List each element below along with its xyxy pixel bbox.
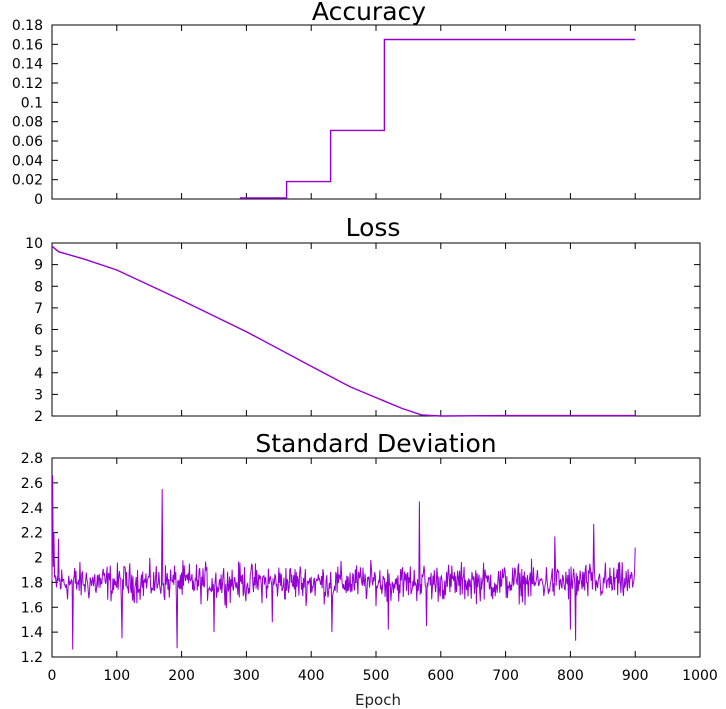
accuracy-plot-frame — [51, 24, 701, 200]
loss-y-tick-label: 9 — [34, 258, 43, 274]
standard-deviation-plot-frame — [51, 457, 701, 658]
loss-chart-title: Loss — [346, 213, 401, 242]
standard-deviation-y-tick-label: 1.8 — [21, 575, 43, 591]
standard-deviation-y-tick-label: 2.6 — [21, 476, 43, 492]
accuracy-chart-title: Accuracy — [312, 0, 426, 26]
standard-deviation-y-tick-label: 2.8 — [21, 451, 43, 467]
standard-deviation-y-tick-label: 2 — [34, 551, 43, 567]
loss-plot-frame — [51, 242, 701, 417]
standard-deviation-x-tick-label: 500 — [363, 668, 390, 684]
standard-deviation-y-tick-label: 2.2 — [21, 526, 43, 542]
accuracy-y-tick-label: 0.1 — [21, 95, 43, 111]
loss-chart: Loss 2 3 4 5 6 7 8 9 10 — [25, 213, 701, 425]
loss-y-tick-label: 7 — [34, 301, 43, 317]
loss-series-line — [51, 245, 636, 417]
standard-deviation-y-tick-label: 1.2 — [21, 650, 43, 666]
accuracy-y-tick-label: 0.14 — [12, 57, 43, 73]
loss-y-tick-label: 3 — [34, 387, 43, 403]
loss-y-tick-label: 4 — [34, 366, 43, 382]
x-axis-label: Epoch — [355, 691, 401, 709]
loss-y-tick-label: 10 — [25, 236, 43, 252]
loss-y-tick-label: 8 — [34, 279, 43, 295]
accuracy-y-tick-label: 0.06 — [12, 134, 43, 150]
standard-deviation-x-tick-label: 400 — [298, 668, 325, 684]
standard-deviation-x-tick-label: 600 — [427, 668, 454, 684]
accuracy-y-tick-label: 0.16 — [12, 37, 43, 53]
standard-deviation-x-tick-label: 800 — [557, 668, 584, 684]
loss-y-tick-label: 6 — [34, 323, 43, 339]
loss-y-tick-label: 2 — [34, 409, 43, 425]
standard-deviation-x-tick-label: 900 — [622, 668, 649, 684]
accuracy-y-tick-label: 0 — [34, 192, 43, 208]
accuracy-y-tick-label: 0.18 — [12, 18, 43, 34]
standard-deviation-y-tick-label: 1.4 — [21, 625, 43, 641]
standard-deviation-chart: Standard Deviation Epoch 1.2 1.4 1.6 1.8 2 2.… — [21, 429, 718, 709]
accuracy-chart: Accuracy 0 0.02 0.04 0.06 0.08 0.1 0.12 0.14 0.1… — [12, 0, 701, 208]
standard-deviation-x-tick-label: 200 — [168, 668, 195, 684]
accuracy-series-line — [239, 38, 636, 199]
standard-deviation-y-tick-label: 1.6 — [21, 600, 43, 616]
loss-y-tick-label: 5 — [34, 344, 43, 360]
standard-deviation-chart-title: Standard Deviation — [255, 429, 496, 458]
accuracy-y-tick-label: 0.08 — [12, 115, 43, 131]
accuracy-y-tick-label: 0.02 — [12, 173, 43, 189]
standard-deviation-x-tick-label: 100 — [103, 668, 130, 684]
standard-deviation-x-tick-label: 1000 — [682, 668, 718, 684]
standard-deviation-series-line — [51, 475, 636, 650]
accuracy-y-tick-label: 0.04 — [12, 153, 43, 169]
accuracy-y-tick-label: 0.12 — [12, 76, 43, 92]
standard-deviation-x-tick-label: 700 — [492, 668, 519, 684]
standard-deviation-x-tick-label: 0 — [48, 668, 57, 684]
standard-deviation-x-tick-label: 300 — [233, 668, 260, 684]
standard-deviation-y-tick-label: 2.4 — [21, 501, 43, 517]
